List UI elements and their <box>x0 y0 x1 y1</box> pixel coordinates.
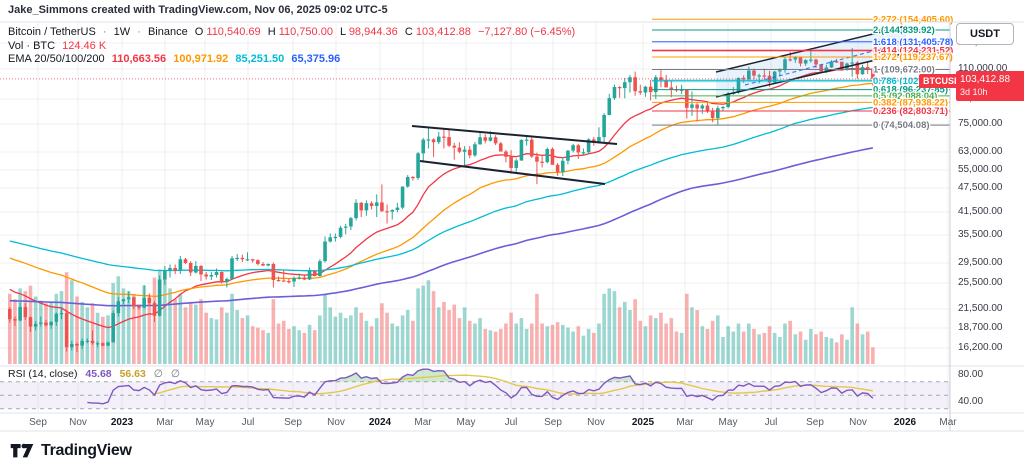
price-axis-tick: 18,700.00 <box>958 322 1003 333</box>
legend-separator: · <box>102 26 107 38</box>
fib-level-label: 1 (109,672.00) <box>873 64 935 75</box>
time-axis-label: Nov <box>849 417 867 428</box>
price-axis-tick: 80.00 <box>958 369 984 380</box>
time-axis-label: Nov <box>327 417 345 428</box>
price-axis-tick: 25,500.00 <box>958 277 1003 288</box>
bar-countdown: 3d 10h <box>960 87 988 97</box>
ema-label: EMA 20/50/100/200 <box>8 53 105 65</box>
tradingview-logo[interactable]: TradingView <box>10 441 132 461</box>
time-axis-label: Nov <box>69 417 87 428</box>
legend-separator: · <box>137 26 141 38</box>
time-axis-label: 2026 <box>893 417 917 428</box>
rsi-value: 45.68 <box>85 368 112 380</box>
time-axis-label: Jul <box>764 417 778 428</box>
close-value: 103,412.88 <box>415 26 471 38</box>
time-axis-label: Jul <box>504 417 518 428</box>
time-axis-label: May <box>718 417 738 428</box>
exchange-label: Binance <box>147 26 188 38</box>
fib-level-label: 0 (74,504.08) <box>873 120 930 131</box>
open-value: 110,540.69 <box>206 26 261 38</box>
price-axis-tick: 110,000.00 <box>958 63 1008 74</box>
symbol-title[interactable]: Bitcoin / TetherUS <box>8 26 96 38</box>
rsi-label: RSI (14, close) <box>8 368 78 380</box>
rsi-legend-row[interactable]: RSI (14, close) 45.68 56.63 ∅ ∅ <box>8 368 185 380</box>
price-axis-tick: 75,000.00 <box>958 118 1003 129</box>
fib-level-label: 1.414 (124,231.52) <box>873 45 953 56</box>
price-axis-tick: 63,000.00 <box>958 146 1003 157</box>
time-axis-label: Sep <box>29 417 47 428</box>
fib-level-label: 2 (144,839.92) <box>873 25 935 36</box>
time-axis-label: Sep <box>544 417 562 428</box>
time-axis-label: May <box>456 417 476 428</box>
rsi-empty-value: ∅ <box>170 368 181 380</box>
high-value: 110,750.00 <box>278 26 333 38</box>
price-axis-tick: 55,000.00 <box>958 164 1003 175</box>
price-axis-tick: 40.00 <box>958 396 984 407</box>
fib-level-label: 1.618 (131,405.78) <box>873 37 953 48</box>
fib-level-label: 1.272 (119,237.67) <box>873 52 953 63</box>
ema20-value: 110,663.56 <box>111 53 167 65</box>
time-axis-label: Mar <box>156 417 174 428</box>
fib-level-label: 0.786 (102,14 <box>873 76 932 87</box>
tradingview-logo-text: TradingView <box>41 442 132 459</box>
rsi-ma-value: 56.63 <box>119 368 146 380</box>
low-value: 98,944.36 <box>348 26 398 38</box>
time-axis-label: Sep <box>284 417 302 428</box>
high-label: H <box>267 26 276 38</box>
ema50-value: 100,971.92 <box>173 53 229 65</box>
fib-level-label: 0.5 (92,088.04) <box>873 91 937 102</box>
price-axis-tick: 47,500.00 <box>958 182 1003 193</box>
last-price-value: 103,412.88 <box>960 74 1011 85</box>
time-axis-label: 2023 <box>110 417 134 428</box>
tradingview-logo-icon <box>10 443 34 458</box>
time-axis-label: Jul <box>241 417 255 428</box>
price-axis-tick: 16,200.00 <box>958 342 1003 353</box>
open-label: O <box>194 26 204 38</box>
time-axis-label: Sep <box>806 417 824 428</box>
ema-legend-row[interactable]: EMA 20/50/100/200 110,663.56 100,971.92 … <box>8 53 344 65</box>
time-axis-label: 2025 <box>631 417 655 428</box>
time-axis-label: Mar <box>939 417 957 428</box>
symbol-legend-row[interactable]: Bitcoin / TetherUS · 1W · Binance O 110,… <box>8 26 579 38</box>
volume-legend-row[interactable]: Vol · BTC 124.46 K <box>8 40 110 52</box>
close-label: C <box>404 26 413 38</box>
attribution-text: Jake_Simmons created with TradingView.co… <box>8 4 388 16</box>
volume-value: 124.46 K <box>62 40 107 52</box>
price-axis-tick: 41,500.00 <box>958 206 1003 217</box>
price-axis-tick: 21,500.00 <box>958 303 1003 314</box>
time-axis-label: Mar <box>676 417 694 428</box>
fib-level-label: 0.382 (87,938.22) <box>873 97 948 108</box>
last-price-badge: 103,412.88 3d 10h <box>956 71 1024 101</box>
time-axis-label: 2024 <box>368 417 392 428</box>
time-axis-label: Nov <box>587 417 605 428</box>
fib-level-label: 2.272 (154,405.60) <box>873 14 953 25</box>
time-axis-label: Mar <box>414 417 432 428</box>
price-axis-unit-badge[interactable]: USDT <box>956 23 1014 45</box>
ema100-value: 85,251.50 <box>235 53 285 65</box>
rsi-empty-value: ∅ <box>153 368 163 380</box>
price-axis-tick: 29,500.00 <box>958 257 1003 268</box>
interval-label[interactable]: 1W <box>113 26 131 38</box>
fib-level-label: 0.236 (82,803.71) <box>873 106 948 117</box>
price-axis-tick: 35,500.00 <box>958 229 1003 240</box>
ema200-value: 65,375.96 <box>291 53 341 65</box>
change-value: −7,127.80 (−6.45%) <box>477 26 576 38</box>
low-label: L <box>340 26 346 38</box>
volume-label: Vol · BTC <box>8 40 56 52</box>
time-axis-label: May <box>195 417 215 428</box>
